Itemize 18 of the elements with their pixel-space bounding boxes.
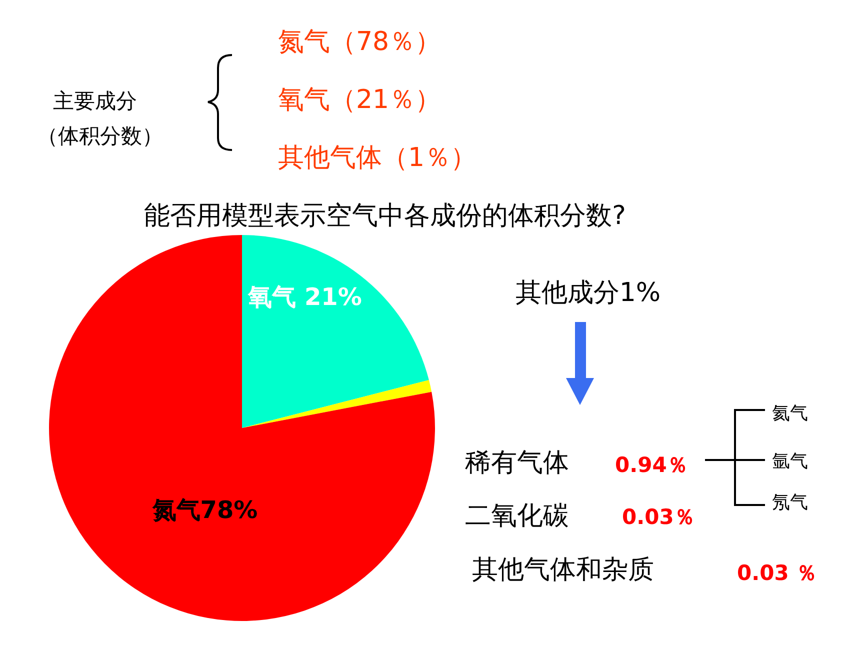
annotation: 主要成分: [53, 89, 137, 113]
annotation: 0.03 ％: [737, 561, 818, 585]
slice-label: 氧气 21%: [247, 283, 362, 311]
annotation: 0.03％: [622, 505, 695, 529]
annotation: 氮气（78％）: [278, 27, 442, 57]
annotation: 氧气（21％）: [278, 85, 442, 115]
annotation: 氦气: [772, 403, 808, 424]
annotation: （体积分数）: [37, 124, 163, 148]
annotation: 稀有气体: [465, 448, 569, 478]
annotation: 其他气体（1％）: [278, 143, 477, 173]
annotation: 其他成分1%: [515, 278, 661, 308]
annotation: 0.94％: [615, 453, 688, 477]
title: 能否用模型表示空气中各成份的体积分数?: [144, 201, 626, 231]
annotation: 其他气体和杂质: [472, 555, 654, 585]
annotation: 二氧化碳: [465, 501, 569, 531]
annotation: 氩气: [772, 451, 808, 472]
slice-label: 氮气78%: [151, 496, 258, 524]
annotation: 氖气: [772, 492, 808, 513]
